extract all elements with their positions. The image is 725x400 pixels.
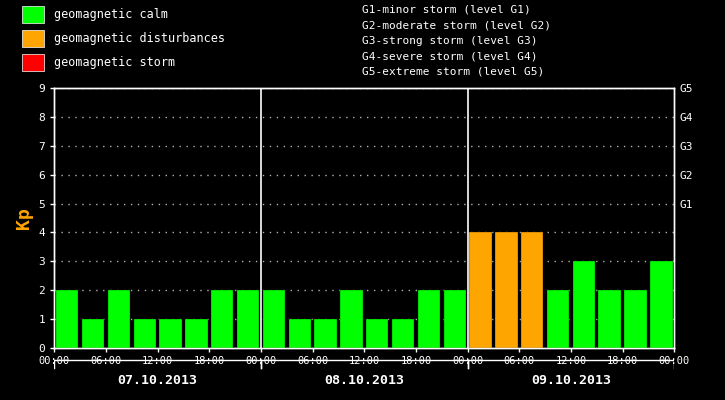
- Bar: [444, 290, 466, 348]
- Bar: [160, 319, 182, 348]
- Bar: [547, 290, 569, 348]
- Bar: [366, 319, 389, 348]
- Bar: [262, 290, 285, 348]
- Bar: [340, 290, 362, 348]
- Text: geomagnetic calm: geomagnetic calm: [54, 8, 168, 21]
- Bar: [56, 290, 78, 348]
- Bar: [22, 6, 44, 23]
- Bar: [211, 290, 233, 348]
- Text: 08.10.2013: 08.10.2013: [324, 374, 405, 386]
- Bar: [650, 261, 673, 348]
- Text: G5-extreme storm (level G5): G5-extreme storm (level G5): [362, 67, 544, 77]
- Bar: [315, 319, 336, 348]
- Text: G4-severe storm (level G4): G4-severe storm (level G4): [362, 51, 538, 61]
- Bar: [82, 319, 104, 348]
- Bar: [22, 30, 44, 47]
- Bar: [573, 261, 595, 348]
- Bar: [469, 232, 492, 348]
- Text: 09.10.2013: 09.10.2013: [531, 374, 611, 386]
- Bar: [418, 290, 440, 348]
- Bar: [133, 319, 156, 348]
- Y-axis label: Kp: Kp: [15, 207, 33, 229]
- Bar: [185, 319, 207, 348]
- Text: G3-strong storm (level G3): G3-strong storm (level G3): [362, 36, 538, 46]
- Bar: [599, 290, 621, 348]
- Bar: [237, 290, 260, 348]
- Bar: [521, 232, 543, 348]
- Text: geomagnetic disturbances: geomagnetic disturbances: [54, 32, 225, 45]
- Bar: [22, 54, 44, 71]
- Text: 07.10.2013: 07.10.2013: [117, 374, 198, 386]
- Text: G2-moderate storm (level G2): G2-moderate storm (level G2): [362, 20, 552, 30]
- Text: G1-minor storm (level G1): G1-minor storm (level G1): [362, 5, 531, 15]
- Bar: [624, 290, 647, 348]
- Bar: [289, 319, 311, 348]
- Text: geomagnetic storm: geomagnetic storm: [54, 56, 175, 69]
- Bar: [495, 232, 518, 348]
- Bar: [108, 290, 130, 348]
- Bar: [392, 319, 414, 348]
